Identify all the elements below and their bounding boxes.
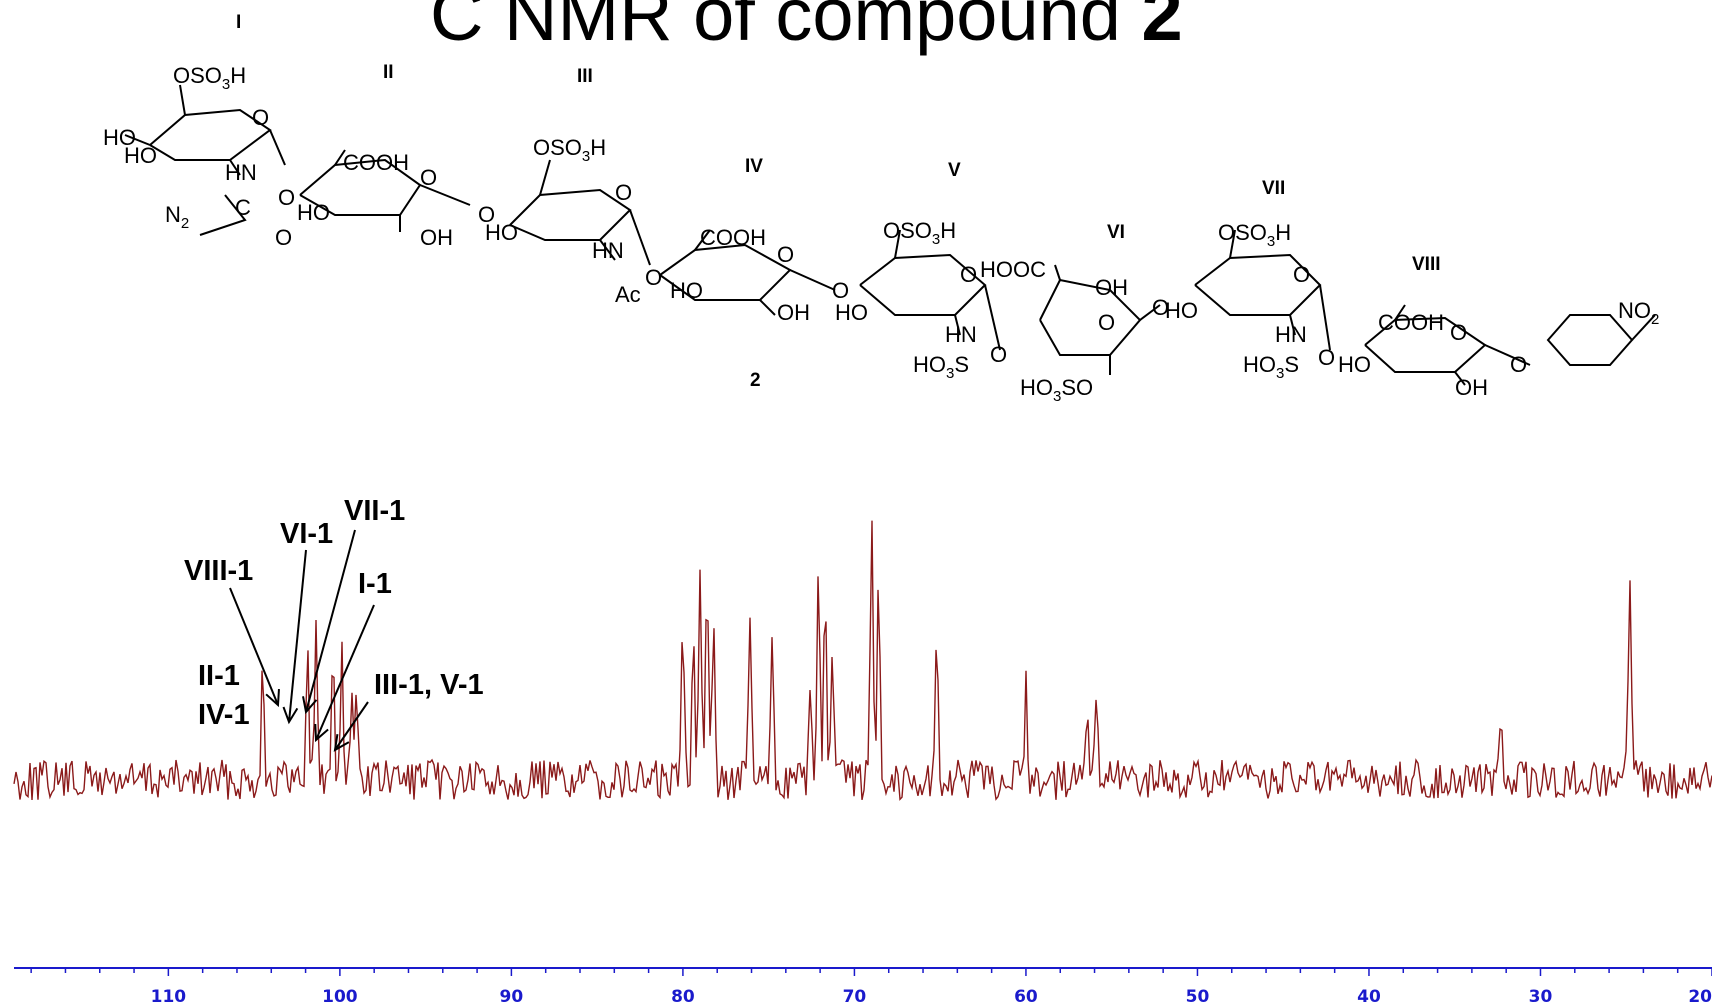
x-axis-tick-label: 50: [1186, 987, 1210, 1007]
chart-title-compound: 2: [1141, 0, 1183, 56]
svg-text:O: O: [252, 105, 269, 130]
unit-label-I: I: [236, 12, 241, 33]
svg-text:HO: HO: [1165, 298, 1198, 323]
svg-text:HN: HN: [592, 238, 624, 263]
unit-label-VII: VII: [1262, 178, 1285, 199]
svg-text:O: O: [275, 225, 292, 250]
peak-annotation-label: II-1: [198, 660, 240, 692]
svg-text:O: O: [777, 242, 794, 267]
chart-title-text: C NMR of compound: [430, 0, 1142, 56]
x-axis-tick-label: 60: [1014, 987, 1038, 1007]
x-axis-tick-label: 80: [671, 987, 695, 1007]
unit-label-VIII: VIII: [1412, 254, 1441, 275]
svg-text:HN: HN: [1275, 322, 1307, 347]
svg-text:HO: HO: [485, 220, 518, 245]
unit-label-V: V: [948, 160, 961, 181]
unit-label-III: III: [577, 66, 593, 87]
svg-text:O: O: [1293, 262, 1310, 287]
annotation-arrow: [229, 587, 279, 706]
svg-text:OH: OH: [1455, 375, 1488, 400]
structure-bonds: [124, 84, 1656, 386]
svg-text:HO: HO: [103, 125, 136, 150]
spectrum-trace: [13, 520, 1712, 801]
annotation-arrow: [305, 529, 356, 713]
unit-label-II: II: [383, 62, 394, 83]
unit-label-IV: IV: [745, 156, 763, 177]
svg-text:O: O: [615, 180, 632, 205]
svg-text:HN: HN: [945, 322, 977, 347]
svg-text:O: O: [420, 165, 437, 190]
compound-label: 2: [750, 370, 761, 391]
x-axis-tick-label: 30: [1529, 987, 1553, 1007]
svg-text:O: O: [1098, 310, 1115, 335]
chemical-structure: OSO3H O HO HO HN O N2 C O COOH O HO OH O…: [103, 12, 1659, 405]
x-axis-ticks: 110 100 90 80 70 60 50 40 30 20: [30, 968, 1712, 1007]
x-axis-tick-label: 40: [1357, 987, 1381, 1007]
annotation-arrow: [315, 604, 375, 741]
x-axis-tick-label: 70: [843, 987, 867, 1007]
svg-text:OH: OH: [1095, 275, 1128, 300]
peak-annotation-label: III-1, V-1: [374, 669, 484, 701]
chart-title: C NMR of compound 2: [430, 0, 1430, 52]
peak-annotation-label: VIII-1: [184, 555, 253, 587]
svg-text:Ac: Ac: [615, 282, 641, 307]
x-axis-tick-label: 100: [322, 987, 358, 1007]
svg-text:O: O: [990, 342, 1007, 367]
annotation-arrowhead: [265, 688, 280, 708]
svg-text:HO: HO: [297, 200, 330, 225]
svg-text:OH: OH: [777, 300, 810, 325]
svg-text:COOH: COOH: [1378, 310, 1444, 335]
svg-text:HO: HO: [1338, 352, 1371, 377]
svg-text:O: O: [278, 185, 295, 210]
svg-text:HO: HO: [835, 300, 868, 325]
peak-annotation-label: VI-1: [280, 518, 333, 550]
svg-text:O: O: [1318, 345, 1335, 370]
svg-text:O: O: [478, 202, 495, 227]
peak-annotations: VIII-1 VI-1 VII-1 I-1 II-1 IV-1 III-1, V-1: [184, 495, 484, 752]
peak-annotation-label: IV-1: [198, 699, 250, 731]
peak-annotation-label: VII-1: [344, 495, 405, 527]
annotation-arrowhead: [314, 723, 329, 743]
svg-text:O: O: [1152, 295, 1169, 320]
peak-annotation-label: I-1: [358, 568, 392, 600]
svg-text:HO: HO: [124, 143, 157, 168]
svg-text:COOH: COOH: [700, 225, 766, 250]
svg-text:HO: HO: [670, 278, 703, 303]
annotation-arrowhead: [302, 696, 318, 715]
annotation-arrow: [288, 549, 307, 723]
annotation-arrowhead: [282, 706, 299, 725]
annotation-arrow: [334, 701, 369, 751]
unit-label-VI: VI: [1107, 222, 1125, 243]
svg-text:O: O: [1510, 352, 1527, 377]
svg-text:COOH: COOH: [343, 150, 409, 175]
unit-labels: I II III IV V VI VII VIII 2: [236, 12, 1441, 391]
x-axis-tick-label: 90: [500, 987, 524, 1007]
svg-text:O: O: [645, 265, 662, 290]
svg-text:C: C: [235, 195, 251, 220]
svg-text:O: O: [832, 278, 849, 303]
svg-text:HOOC: HOOC: [980, 257, 1046, 282]
svg-text:OH: OH: [420, 225, 453, 250]
svg-text:O: O: [960, 262, 977, 287]
x-axis-tick-label: 110: [151, 987, 187, 1007]
x-axis-tick-label: 20: [1688, 987, 1712, 1007]
svg-text:HN: HN: [225, 160, 257, 185]
annotation-arrowhead: [333, 734, 350, 752]
svg-text:O: O: [1450, 320, 1467, 345]
